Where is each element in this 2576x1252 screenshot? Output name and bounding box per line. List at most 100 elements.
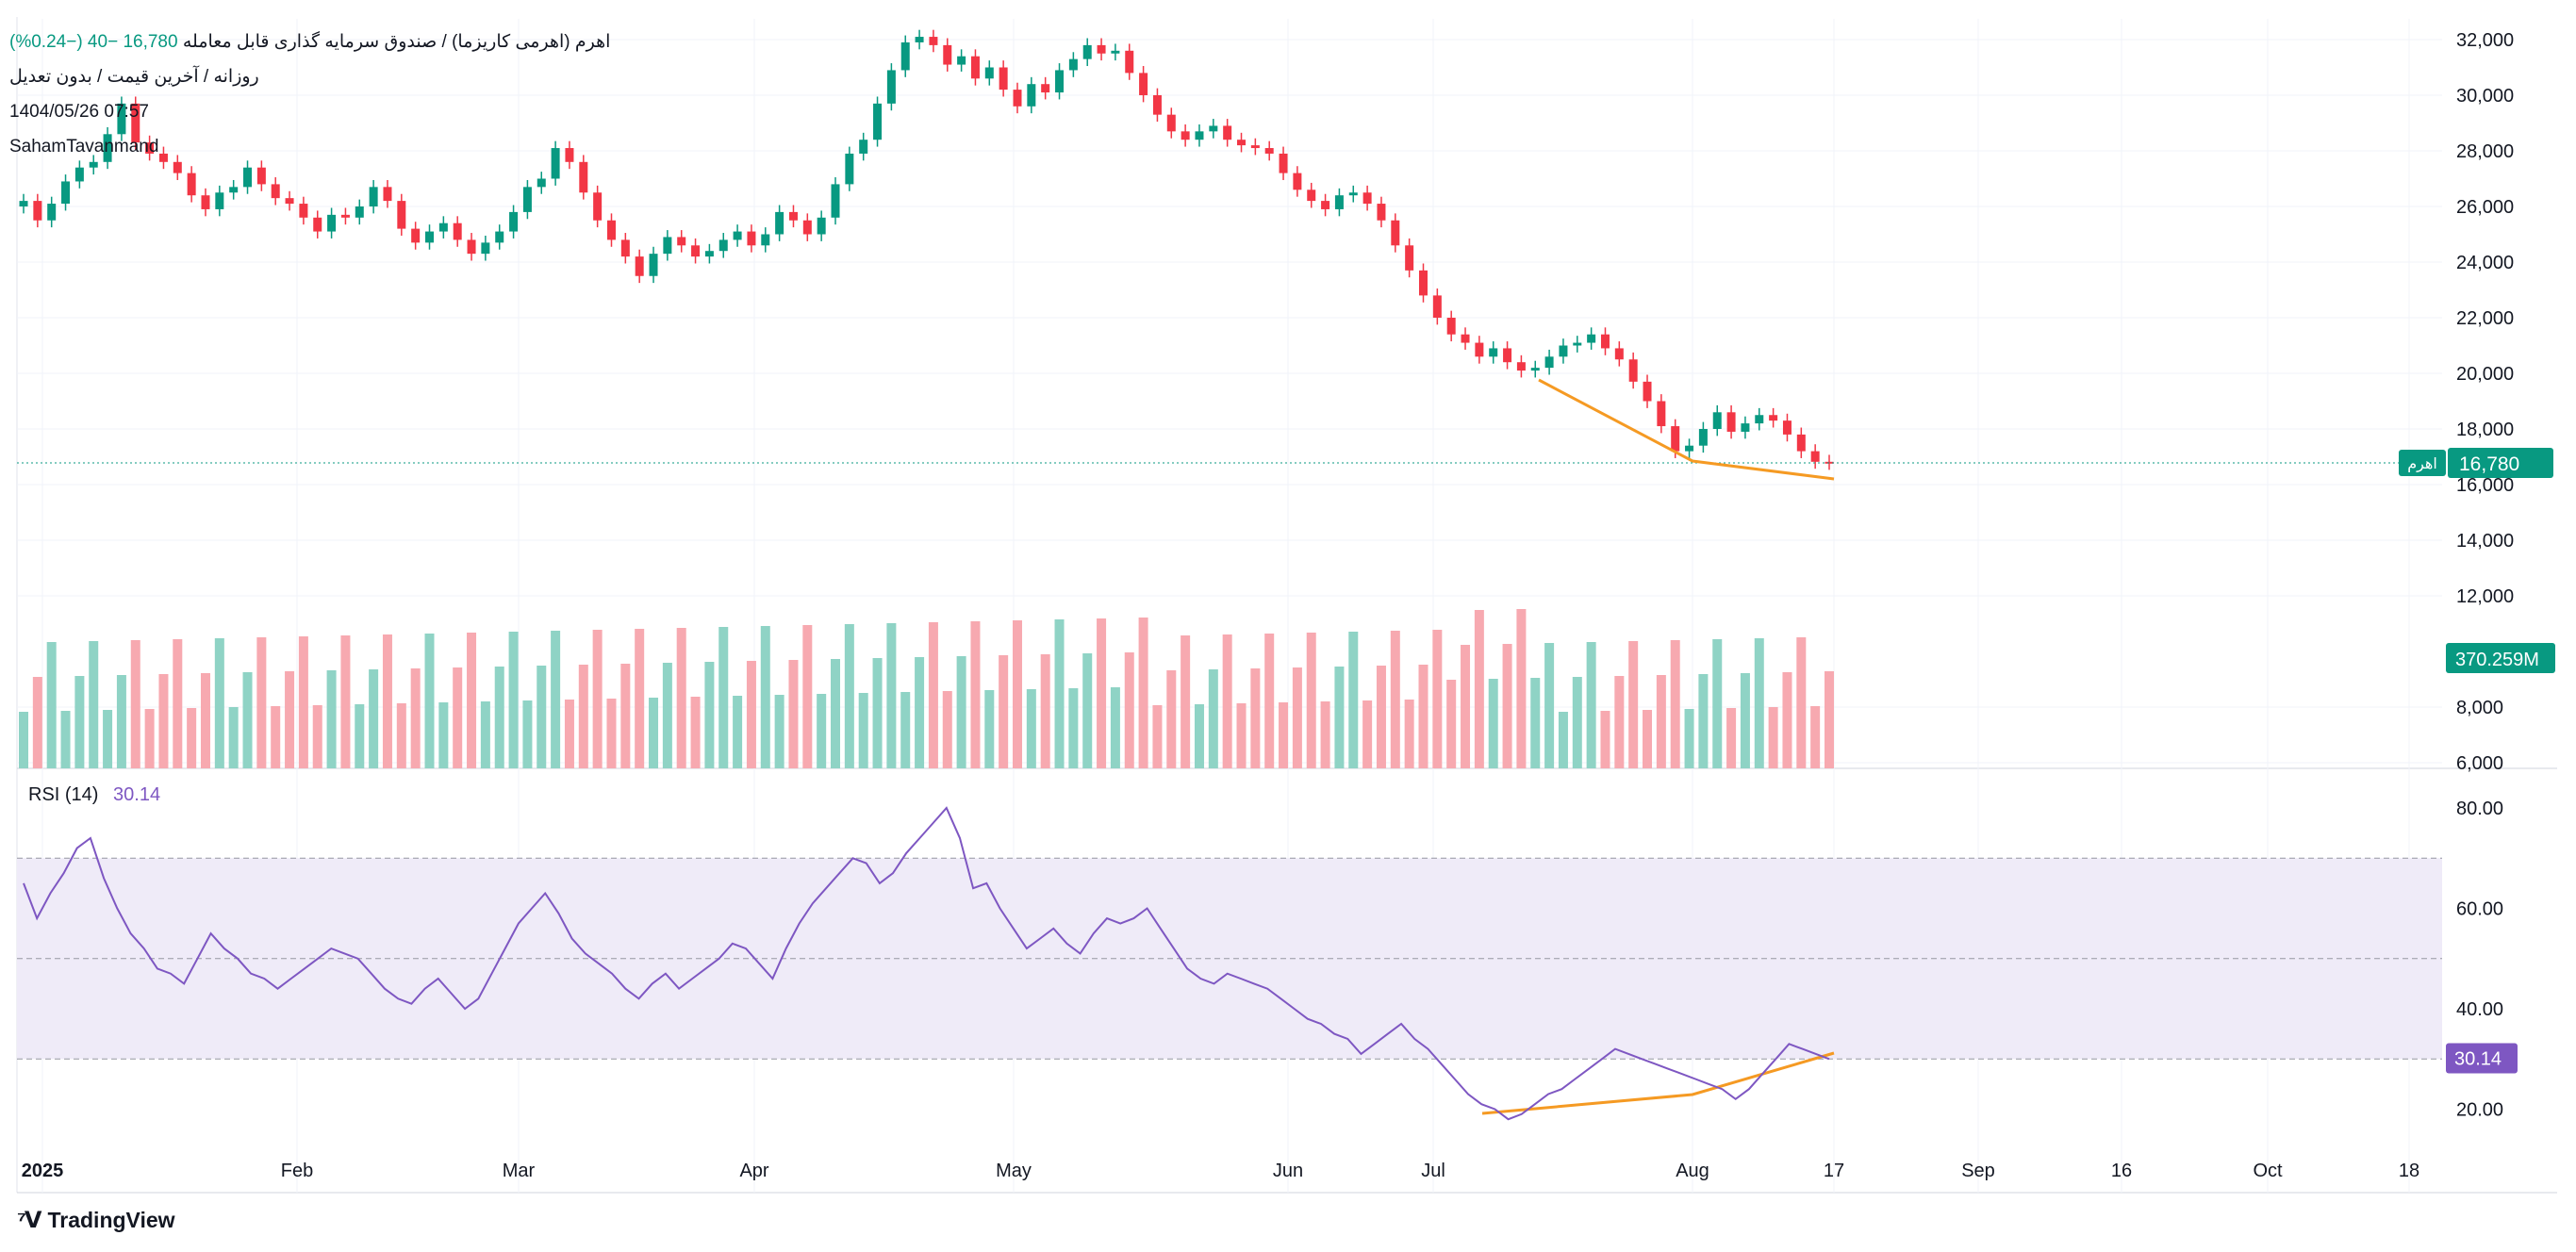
volume-bar <box>620 664 631 768</box>
candle-body <box>1446 318 1456 335</box>
volume-bar <box>1152 705 1163 768</box>
candle-body <box>1698 429 1708 446</box>
volume-bar <box>1040 654 1050 768</box>
volume-bar <box>956 656 966 768</box>
candle-body <box>145 142 155 154</box>
candle-body <box>1489 348 1498 357</box>
candle-body <box>1279 153 1288 173</box>
price-divergence-trendline <box>1538 378 1835 481</box>
candle-body <box>1125 50 1134 74</box>
candle-body <box>761 234 770 246</box>
candle-body <box>340 214 350 218</box>
price-tick-label: 20,000 <box>2456 364 2514 385</box>
candle-body <box>943 44 952 65</box>
volume-bar <box>187 708 197 768</box>
volume-bar <box>438 702 449 768</box>
volume-bar <box>1796 637 1807 768</box>
rsi-badge-bg <box>2446 1043 2518 1074</box>
candle-body <box>256 167 266 185</box>
volume-bar <box>1586 642 1596 768</box>
volume-bar <box>256 637 267 768</box>
volume-bar <box>802 625 813 768</box>
candle-body <box>1166 114 1176 132</box>
last-price: 16,780 <box>123 32 178 52</box>
volume-bar <box>453 667 463 768</box>
candle-body <box>788 211 798 221</box>
candle-body <box>1111 50 1120 54</box>
candle-body <box>1321 201 1330 209</box>
candle-body <box>467 239 476 255</box>
volume-bar <box>1544 643 1555 768</box>
volume-bar <box>1643 710 1653 768</box>
volume-bar <box>928 622 938 768</box>
candle-body <box>663 237 672 255</box>
volume-bar <box>858 693 868 768</box>
volume-bar <box>970 621 981 768</box>
volume-bar <box>817 694 827 768</box>
rsi-axis[interactable]: 80.00 60.00 40.00 20.00 <box>2456 799 2503 1121</box>
volume-bar <box>508 632 519 768</box>
volume-bar <box>410 668 421 768</box>
chart-header: اهرم (اهرمی کاریزما) / صندوق سرمایه گذار… <box>9 25 610 164</box>
candle-body <box>411 228 421 243</box>
volume-bar <box>467 633 477 768</box>
volume-bar <box>592 630 603 768</box>
volume-bar <box>494 667 504 768</box>
candle-body <box>886 70 896 104</box>
volume-bar <box>1488 679 1498 768</box>
candle-body <box>1544 356 1554 369</box>
volume-bar <box>774 695 784 768</box>
volume-bar <box>1138 618 1148 768</box>
candle-body <box>1726 412 1736 432</box>
price-axis[interactable]: 32,000 30,000 28,000 26,000 24,000 22,000 20,0… <box>2456 30 2514 774</box>
volume-bar <box>1825 671 1834 768</box>
time-tick-label: 17 <box>1824 1161 1844 1181</box>
volume-bar <box>158 674 169 768</box>
volume-badge-bg <box>2446 643 2555 673</box>
price-badge-label-bg <box>2399 449 2446 476</box>
volume-bar <box>1334 667 1345 768</box>
price-tick-label: 6,000 <box>2456 753 2503 774</box>
candle-body <box>1475 342 1484 357</box>
volume-bar <box>144 709 155 768</box>
volume-bar <box>1684 709 1694 768</box>
candle-body <box>522 187 532 212</box>
candle-body <box>1587 334 1596 343</box>
volume-bar <box>844 624 854 768</box>
tradingview-logo[interactable]: ⁷ᐯ TradingView <box>17 1207 175 1234</box>
volume-bar <box>60 711 71 768</box>
volume-bar <box>872 658 883 768</box>
volume-bar <box>1390 631 1400 768</box>
candle-body <box>677 237 686 246</box>
candle-body <box>1082 44 1092 59</box>
candle-body <box>117 103 126 135</box>
candle-body <box>271 184 280 199</box>
rsi-badge-value: 30.14 <box>2454 1049 2502 1070</box>
price-badge-value: 16,780 <box>2459 453 2519 475</box>
candle-body <box>1348 192 1358 196</box>
candle-body <box>299 204 308 218</box>
tradingview-mark-icon: ⁷ᐯ <box>17 1208 42 1233</box>
candle-body <box>327 214 337 232</box>
volume-bar <box>733 696 743 768</box>
rsi-divergence-trendline <box>1481 1051 1835 1115</box>
candle-body <box>383 187 392 202</box>
symbol-title: اهرم (اهرمی کاریزما) / صندوق سرمایه گذار… <box>182 32 611 52</box>
volume-bar <box>285 671 295 768</box>
volume-bar <box>424 634 435 768</box>
volume-bar <box>382 634 392 768</box>
time-tick-label: May <box>996 1161 1032 1181</box>
candle-body <box>1741 423 1750 432</box>
volume-bar <box>788 660 799 768</box>
volume-bar <box>1362 700 1373 768</box>
author-label: SahamTavanmand <box>9 137 159 156</box>
volume-bar <box>32 677 42 768</box>
candle-body <box>1013 90 1022 107</box>
volume-bar <box>606 699 617 768</box>
candle-body <box>89 161 98 168</box>
candle-body <box>775 211 784 235</box>
time-axis[interactable]: 2025 Feb Mar Apr May Jun Jul Aug 17 Sep 16 Oct 18 <box>22 1161 2419 1181</box>
volume-bar <box>1348 632 1359 768</box>
volume-bar <box>1432 630 1443 768</box>
